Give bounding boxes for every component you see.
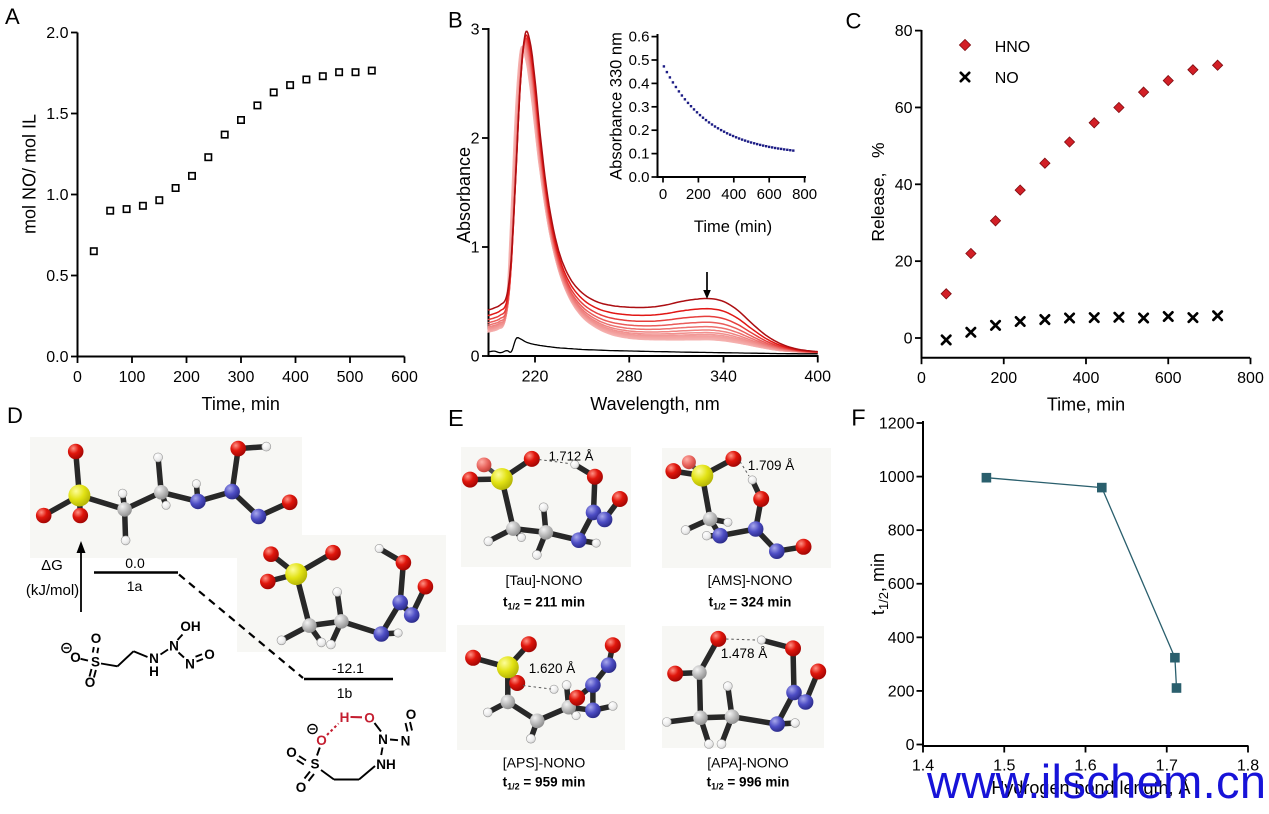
svg-text:1.620 Å: 1.620 Å — [529, 661, 576, 676]
svg-text:O: O — [204, 647, 215, 662]
svg-text:0.4: 0.4 — [629, 75, 650, 92]
svg-text:0.5: 0.5 — [629, 52, 650, 69]
svg-text:0: 0 — [917, 370, 926, 387]
svg-text:0.6: 0.6 — [629, 29, 650, 46]
svg-text:NO: NO — [995, 70, 1019, 87]
svg-text:H: H — [149, 664, 159, 679]
svg-text:NH: NH — [376, 757, 396, 772]
svg-text:0.1: 0.1 — [629, 146, 650, 163]
svg-text:O: O — [70, 650, 81, 665]
svg-text:A: A — [5, 4, 20, 29]
svg-text:O: O — [286, 745, 297, 760]
svg-text:OH: OH — [180, 619, 200, 634]
svg-text:280: 280 — [616, 369, 643, 386]
svg-text:400: 400 — [721, 186, 746, 203]
svg-text:O: O — [406, 707, 417, 722]
svg-text:800: 800 — [888, 523, 915, 540]
svg-text:400: 400 — [804, 369, 831, 386]
svg-text:Time, min: Time, min — [1047, 395, 1125, 415]
svg-text:1.5: 1.5 — [46, 106, 68, 123]
svg-text:1.478 Å: 1.478 Å — [721, 646, 768, 661]
svg-text:1a: 1a — [127, 578, 143, 594]
svg-text:C: C — [846, 9, 862, 34]
svg-text:0: 0 — [471, 349, 480, 366]
svg-text:0.5: 0.5 — [46, 268, 68, 285]
svg-text:200: 200 — [990, 370, 1017, 387]
svg-text:0.0: 0.0 — [629, 169, 650, 186]
svg-text:340: 340 — [710, 369, 737, 386]
svg-text:N: N — [401, 734, 411, 749]
svg-text:S: S — [310, 757, 319, 772]
svg-text:100: 100 — [119, 369, 146, 386]
svg-text:[APA]-NONO: [APA]-NONO — [707, 754, 789, 770]
svg-text:0.0: 0.0 — [125, 555, 145, 571]
svg-text:0: 0 — [906, 737, 915, 754]
svg-text:200: 200 — [686, 186, 711, 203]
svg-text:O: O — [316, 733, 327, 748]
svg-text:ΔG: ΔG — [41, 557, 63, 574]
svg-text:800: 800 — [1237, 370, 1264, 387]
svg-text:HNO: HNO — [995, 39, 1031, 56]
svg-text:mol NO/ mol IL: mol NO/ mol IL — [20, 114, 40, 234]
svg-text:F: F — [851, 405, 865, 431]
svg-text:600: 600 — [888, 576, 915, 593]
svg-text:200: 200 — [888, 683, 915, 700]
svg-text:1.712 Å: 1.712 Å — [549, 449, 594, 464]
svg-text:2: 2 — [471, 131, 480, 148]
svg-text:500: 500 — [337, 369, 364, 386]
svg-text:1.709 Å: 1.709 Å — [748, 458, 795, 473]
svg-text:1000: 1000 — [879, 469, 915, 486]
svg-text:N: N — [185, 657, 195, 672]
svg-text:H: H — [340, 710, 350, 725]
svg-text:1200: 1200 — [879, 416, 915, 433]
svg-text:D: D — [7, 403, 23, 428]
svg-text:-12.1: -12.1 — [332, 660, 364, 676]
svg-text:N: N — [169, 639, 179, 654]
svg-text:Absorbance 330 nm: Absorbance 330 nm — [608, 32, 626, 180]
svg-text:600: 600 — [757, 186, 782, 203]
svg-text:O: O — [296, 780, 307, 795]
svg-text:(kJ/mol): (kJ/mol) — [26, 582, 79, 599]
svg-text:Release, %: Release, % — [868, 142, 888, 241]
svg-text:0.0: 0.0 — [46, 349, 68, 366]
svg-text:O: O — [364, 711, 375, 726]
svg-text:600: 600 — [1155, 370, 1182, 387]
svg-text:400: 400 — [282, 369, 309, 386]
svg-text:[AMS]-NONO: [AMS]-NONO — [708, 572, 793, 588]
svg-text:0.2: 0.2 — [629, 122, 650, 139]
svg-text:0: 0 — [904, 331, 913, 348]
svg-text:400: 400 — [1073, 370, 1100, 387]
svg-text:3: 3 — [471, 22, 480, 39]
svg-text:S: S — [91, 655, 100, 670]
svg-text:800: 800 — [792, 186, 817, 203]
svg-text:2.0: 2.0 — [46, 25, 68, 42]
svg-text:[APS]-NONO: [APS]-NONO — [503, 754, 586, 770]
svg-text:40: 40 — [895, 177, 913, 194]
svg-text:0: 0 — [73, 369, 82, 386]
svg-text:300: 300 — [228, 369, 255, 386]
svg-text:B: B — [448, 8, 463, 33]
svg-text:Absorbance: Absorbance — [454, 147, 474, 243]
svg-text:1b: 1b — [337, 685, 353, 701]
svg-text:E: E — [448, 405, 464, 431]
svg-text:400: 400 — [888, 630, 915, 647]
svg-text:0.3: 0.3 — [629, 99, 650, 116]
svg-text:N: N — [378, 732, 388, 747]
svg-text:Wavelength, nm: Wavelength, nm — [590, 394, 719, 414]
svg-text:60: 60 — [895, 100, 913, 117]
svg-text:200: 200 — [173, 369, 200, 386]
svg-text:80: 80 — [895, 23, 913, 40]
svg-text:220: 220 — [522, 369, 549, 386]
svg-text:20: 20 — [895, 254, 913, 271]
svg-text:[Tau]-NONO: [Tau]-NONO — [505, 572, 582, 588]
svg-text:www.ilschem.cn: www.ilschem.cn — [926, 755, 1266, 808]
svg-text:Time (min): Time (min) — [694, 218, 772, 236]
svg-text:Time, min: Time, min — [202, 394, 280, 414]
svg-text:600: 600 — [391, 369, 418, 386]
svg-text:1.0: 1.0 — [46, 187, 68, 204]
svg-text:0: 0 — [659, 186, 667, 203]
svg-text:O: O — [91, 631, 102, 646]
